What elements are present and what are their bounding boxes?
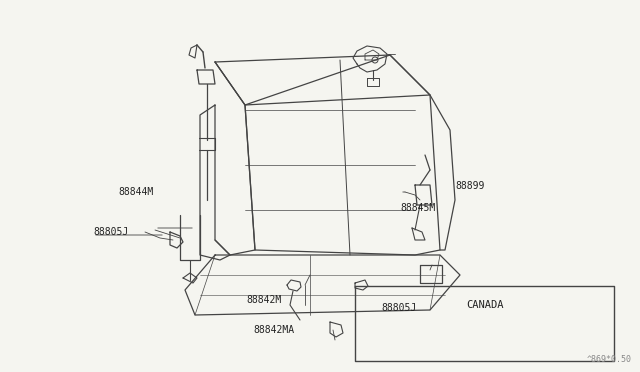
Text: 88844M: 88844M: [118, 187, 153, 197]
Text: 88805J: 88805J: [381, 303, 416, 313]
Text: 88845M: 88845M: [400, 203, 435, 213]
Text: 88842MA: 88842MA: [253, 325, 294, 335]
Text: 88899: 88899: [455, 181, 484, 191]
Text: ^869*0.50: ^869*0.50: [587, 355, 632, 364]
Text: 88805J: 88805J: [93, 227, 128, 237]
Text: 88842M: 88842M: [246, 295, 281, 305]
Text: CANADA: CANADA: [466, 301, 504, 311]
